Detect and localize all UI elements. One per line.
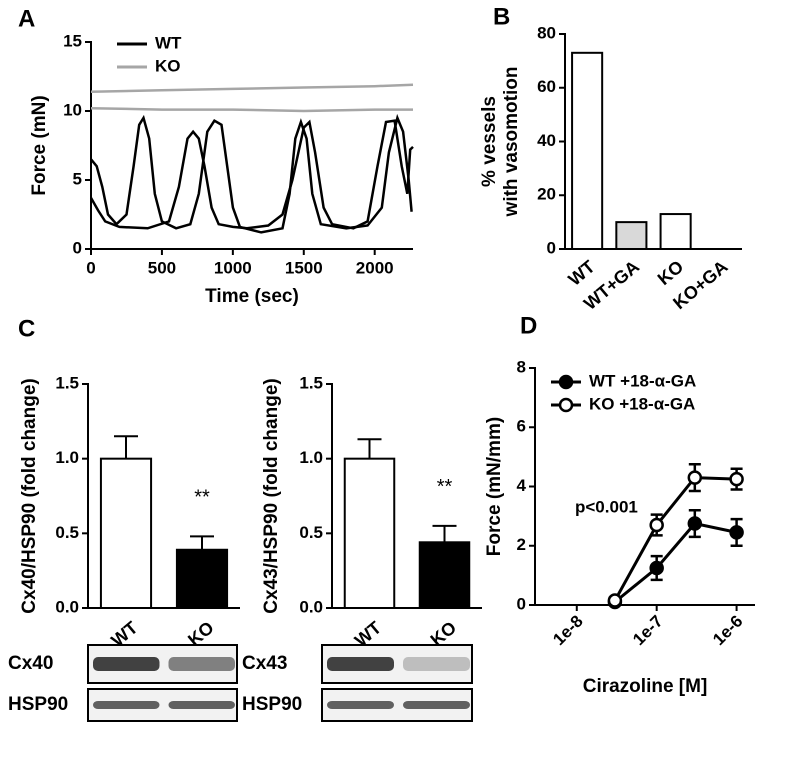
marker	[607, 593, 623, 608]
annotation: p<0.001	[575, 497, 638, 516]
bar	[175, 548, 229, 610]
y-tick-label: 8	[517, 357, 526, 376]
blot-label: HSP90	[8, 694, 68, 715]
blot-band	[403, 701, 470, 709]
series-line	[613, 476, 737, 602]
y-tick-label: 40	[537, 131, 556, 150]
y-tick-label: 0.0	[55, 597, 79, 616]
y-tick-label: 1.0	[299, 448, 323, 467]
blot-band	[93, 701, 160, 709]
x-axis-label: Time (sec)	[205, 286, 299, 307]
series-line	[613, 521, 737, 604]
blot-band	[403, 657, 470, 671]
y-tick-label: 60	[537, 77, 556, 96]
bar	[659, 213, 692, 250]
y-axis-label: with vasomotion	[501, 67, 522, 218]
error-bar	[432, 524, 457, 543]
x-axis-label: Cirazoline [M]	[583, 676, 708, 697]
y-tick-label: 2	[517, 535, 526, 554]
x-tick-label: 2000	[356, 258, 394, 277]
marker	[649, 560, 664, 576]
legend-marker	[558, 397, 574, 413]
y-tick-label: 0	[73, 238, 82, 257]
y-axis-label: Force (mN)	[29, 95, 50, 195]
y-tick-label: 0.0	[299, 597, 323, 616]
y-tick-label: 15	[63, 31, 82, 50]
x-tick-label: 1e-6	[709, 612, 746, 649]
y-tick-label: 0.5	[55, 523, 79, 542]
blot-band	[168, 701, 235, 709]
panel: D 0 2 4 6 8 Force (mN/mm) 1e-8 1e-7 1e-6 Cirazolin…	[484, 312, 755, 697]
y-tick-label: 6	[517, 417, 526, 436]
error-bar	[357, 438, 382, 459]
y-tick-label: 1.5	[299, 373, 323, 392]
y-tick-label: 20	[537, 185, 556, 204]
y-axis-label: Cx43/HSP90 (fold change)	[261, 378, 282, 613]
bar	[571, 51, 604, 250]
x-tick-label: 1000	[214, 258, 252, 277]
y-axis-label: Cx40/HSP90 (fold change)	[19, 378, 40, 613]
bar	[99, 457, 153, 609]
x-tick-label: WT	[564, 256, 598, 289]
marker	[687, 470, 703, 485]
y-axis-label: % vessels	[479, 96, 500, 187]
marker	[687, 516, 703, 531]
marker	[649, 517, 664, 533]
blot-label: HSP90	[242, 694, 302, 715]
x-tick-label: 1e-8	[549, 612, 586, 649]
legend-label: WT	[155, 33, 182, 52]
y-tick-label: 0	[547, 238, 556, 257]
x-tick-label: 1e-7	[629, 612, 666, 649]
blot-band	[93, 657, 160, 671]
y-tick-label: 80	[537, 23, 556, 42]
y-tick-label: 5	[73, 169, 82, 188]
significance: **	[194, 487, 210, 509]
panel-letter: B	[493, 3, 510, 30]
marker	[729, 525, 744, 540]
legend-label: WT +18-α-GA	[589, 371, 696, 390]
error-bar	[190, 535, 214, 550]
x-tick-label: KO	[654, 256, 688, 289]
marker	[729, 471, 744, 487]
panel-letter: D	[520, 312, 537, 339]
bar	[343, 457, 396, 609]
series-line	[90, 106, 413, 113]
y-tick-label: 0	[517, 594, 526, 613]
legend-label: KO	[155, 56, 181, 75]
blot-band	[327, 657, 394, 671]
legend-marker	[558, 374, 574, 390]
blot-label: Cx40	[8, 653, 53, 674]
y-axis-label: Force (mN/mm)	[484, 417, 505, 556]
x-tick-label: 1500	[285, 258, 323, 277]
y-tick-label: 1.0	[55, 448, 79, 467]
bar	[418, 541, 471, 609]
series-line	[89, 119, 414, 230]
significance: **	[437, 476, 453, 498]
panel: A 0 5 10 15 Force (mN) 0 500 1000 1500 2000 Time (s…	[18, 5, 414, 307]
y-tick-label: 1.5	[55, 373, 79, 392]
bar	[615, 221, 648, 250]
series-line	[90, 83, 414, 93]
x-tick-label: 500	[148, 258, 176, 277]
y-tick-label: 0.5	[299, 523, 323, 542]
y-tick-label: 10	[63, 100, 82, 119]
blot-band	[327, 701, 394, 709]
x-tick-label: 0	[86, 258, 95, 277]
panel-letter: C	[18, 315, 35, 342]
y-tick-label: 4	[517, 476, 527, 495]
series-line	[90, 113, 413, 234]
error-bar	[114, 435, 138, 459]
legend-label: KO +18-α-GA	[589, 394, 695, 413]
panel-letter: A	[18, 5, 35, 32]
blot-band	[168, 657, 235, 671]
blot-label: Cx43	[242, 653, 287, 674]
